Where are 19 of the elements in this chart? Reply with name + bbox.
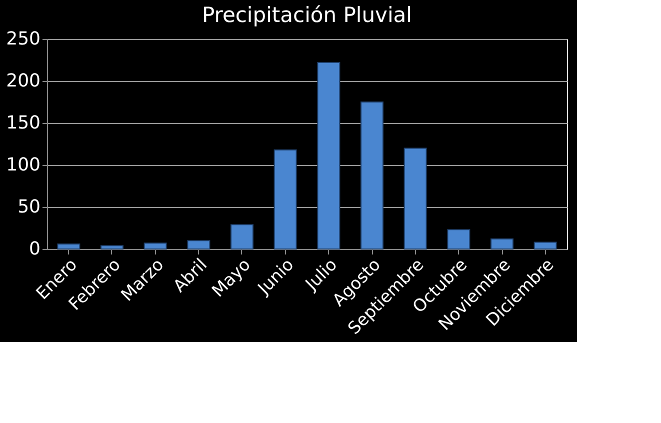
bar bbox=[534, 242, 557, 250]
bar bbox=[447, 229, 470, 250]
bar bbox=[317, 62, 340, 250]
y-tick-label: 250 bbox=[6, 28, 40, 50]
bar bbox=[360, 102, 384, 250]
bar bbox=[144, 242, 167, 250]
bar bbox=[57, 243, 80, 250]
bar bbox=[274, 149, 297, 250]
y-tick-label: 0 bbox=[29, 238, 40, 260]
y-tick-label: 150 bbox=[6, 112, 40, 134]
y-tick-label: 50 bbox=[18, 196, 40, 218]
y-tick-label: 100 bbox=[6, 154, 40, 176]
bar bbox=[404, 148, 427, 250]
chart-title: Precipitación Pluvial bbox=[202, 3, 412, 27]
bar bbox=[490, 238, 514, 250]
bar bbox=[230, 224, 254, 250]
y-tick-label: 200 bbox=[6, 70, 40, 92]
bar bbox=[187, 240, 210, 250]
bar bbox=[100, 245, 124, 250]
